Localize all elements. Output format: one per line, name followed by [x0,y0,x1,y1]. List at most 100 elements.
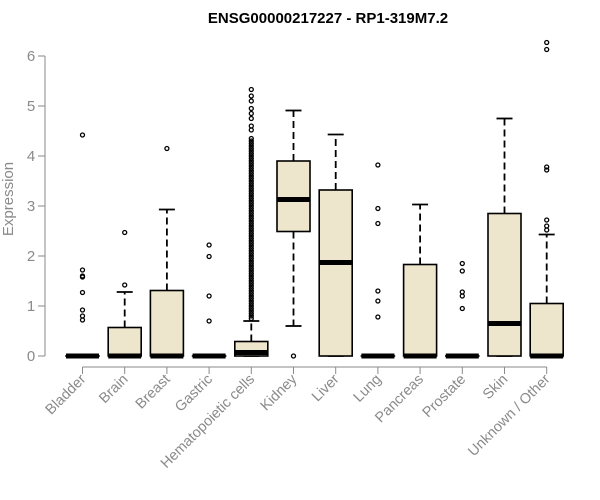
y-tick-label: 1 [27,298,35,315]
outlier-point [248,238,254,244]
outlier-point [248,110,254,117]
x-tick-label: Liver [309,371,343,405]
outlier-point [544,46,550,53]
outlier-point [459,268,465,274]
boxes-group [65,39,565,359]
outlier-point [248,198,254,204]
box-liver [318,133,354,357]
outlier-point [248,205,254,212]
outlier-point [79,289,86,296]
outlier-point [248,315,254,322]
outlier-point [79,267,86,273]
box-brain [107,229,142,359]
box-pancreas [402,203,438,359]
outlier-point [248,300,254,307]
outlier-point [248,305,254,312]
outlier-point [248,148,254,154]
x-tick-label: Prostate [420,372,469,421]
outlier-point [248,208,254,214]
chart-title: ENSG00000217227 - RP1-319M7.2 [208,10,448,27]
outlier-point [248,195,254,202]
y-axis-label: Expression [0,162,17,236]
outlier-point [248,165,254,172]
outlier-point [248,250,254,257]
outlier-point [79,274,86,280]
outlier-point [248,173,254,179]
outlier-point [248,170,254,177]
outlier-point [248,203,254,209]
outlier-point [248,175,254,182]
outlier-point [248,248,254,254]
box-body [487,212,522,357]
outlier-point [248,135,254,142]
outlier-point [248,163,254,169]
box-body [149,289,185,357]
x-tick-label: Breast [133,372,174,413]
outlier-point [248,86,254,93]
outlier-point [79,307,86,313]
outlier-point [544,164,550,170]
outlier-point [248,98,254,104]
y-tick-label: 3 [27,198,35,215]
outlier-point [248,168,254,174]
outlier-point [248,253,254,259]
outlier-point [248,220,254,227]
outlier-point [248,298,254,304]
outlier-point [248,268,254,274]
x-tick-label: Bladder [43,371,90,418]
outlier-point [248,190,254,197]
outlier-point [248,285,254,292]
box-unknown-other [529,39,565,359]
x-tick-label: Brain [96,372,131,407]
outlier-point [375,220,381,227]
outlier-point [248,105,254,112]
y-axis: 0 1 2 3 4 5 6 [27,48,46,365]
outlier-point [248,275,254,282]
outlier-point [248,273,254,279]
outlier-point [248,245,254,252]
outlier-point [248,193,254,199]
box-lung [360,162,396,359]
outlier-point [248,303,254,309]
box-body [276,160,311,233]
outlier-point [459,293,465,299]
outlier-point [290,353,297,359]
outlier-point [248,183,254,189]
outlier-point [248,283,254,289]
y-tick-label: 4 [27,148,35,165]
outlier-point [122,229,128,236]
outlier-point [248,295,254,302]
outlier-point [248,200,254,207]
outlier-point [248,228,254,234]
outlier-point [248,150,254,157]
box-hematopoietic-cells [234,86,269,357]
outlier-point [248,225,254,232]
outlier-point [248,280,254,287]
box-gastric [191,242,227,359]
x-tick-label: Lung [351,372,385,406]
x-tick-label: Skin [480,372,511,403]
y-tick-label: 5 [27,98,35,115]
outlier-point [122,282,128,288]
box-bladder [65,132,100,359]
outlier-point [544,167,550,173]
outlier-point [248,313,254,319]
outlier-point [248,290,254,297]
outlier-point [248,188,254,194]
outlier-point [248,223,254,229]
outlier-point [248,243,254,249]
outlier-point [248,153,254,159]
outlier-point [375,162,381,168]
outlier-point [248,293,254,299]
outlier-point [248,230,254,237]
outlier-point [206,253,212,260]
outlier-point [248,270,254,277]
outlier-point [248,288,254,294]
box-skin [487,117,522,357]
outlier-point [375,298,381,304]
outlier-point [248,233,254,239]
outlier-point [248,93,254,99]
outlier-point [248,158,254,164]
outlier-point [248,138,254,144]
outlier-point [248,115,254,122]
